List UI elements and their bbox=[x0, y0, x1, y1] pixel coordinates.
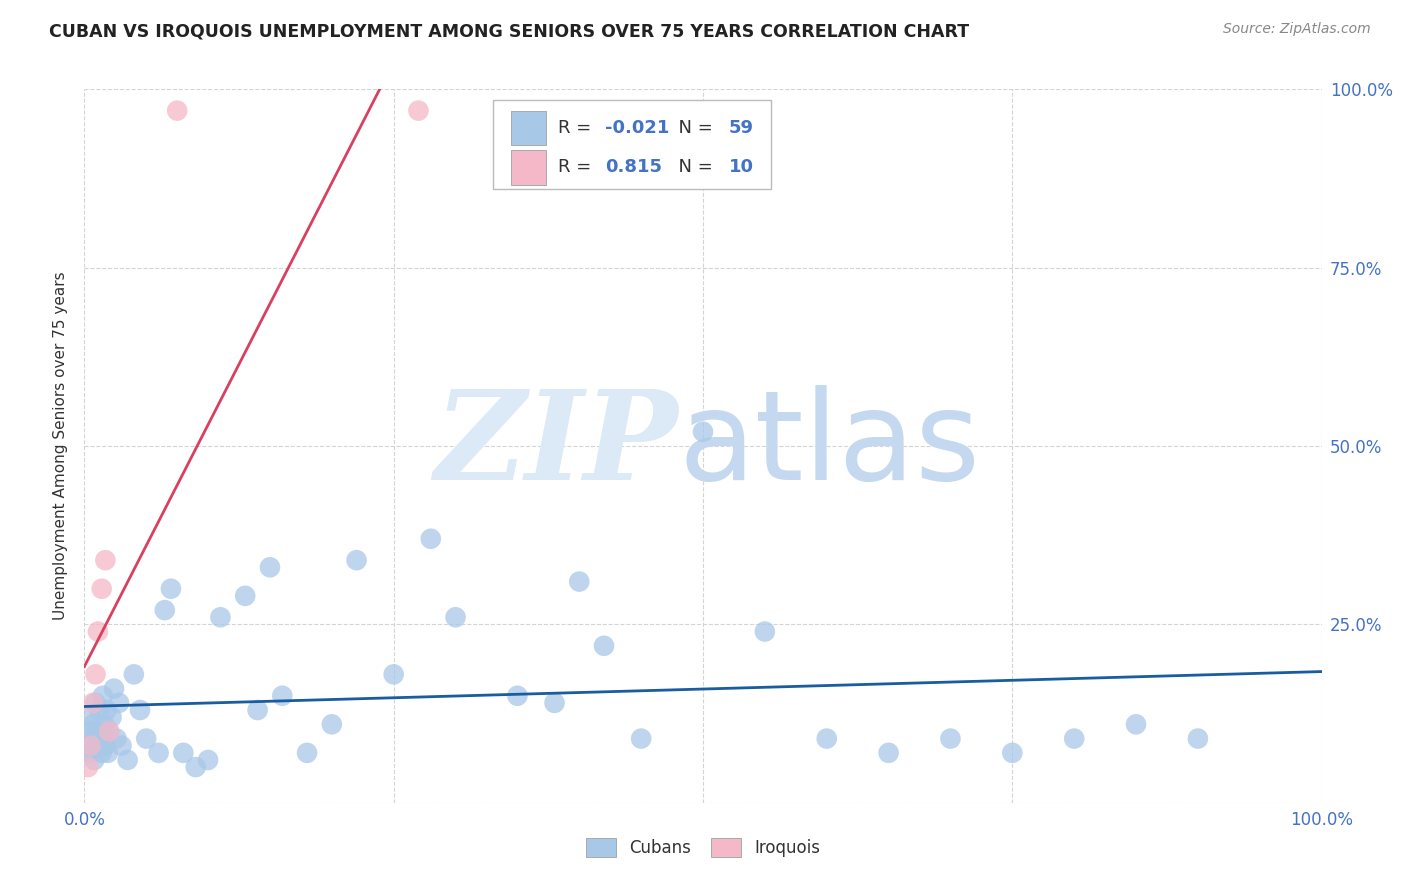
Text: ZIP: ZIP bbox=[434, 385, 678, 507]
Point bbox=[79, 746, 101, 760]
Text: -0.021: -0.021 bbox=[605, 120, 669, 137]
Point bbox=[153, 603, 176, 617]
Point bbox=[108, 696, 131, 710]
Point bbox=[98, 724, 121, 739]
Point bbox=[83, 753, 105, 767]
Point bbox=[209, 610, 232, 624]
Point bbox=[172, 746, 194, 760]
Point bbox=[1001, 746, 1024, 760]
Point bbox=[321, 717, 343, 731]
Point bbox=[98, 724, 121, 739]
Point bbox=[87, 624, 110, 639]
Point bbox=[271, 689, 294, 703]
Point bbox=[122, 667, 145, 681]
Point bbox=[815, 731, 838, 746]
Point bbox=[939, 731, 962, 746]
Point bbox=[197, 753, 219, 767]
Point bbox=[419, 532, 441, 546]
Point bbox=[259, 560, 281, 574]
Point bbox=[86, 724, 108, 739]
Point bbox=[184, 760, 207, 774]
Point bbox=[90, 746, 112, 760]
FancyBboxPatch shape bbox=[512, 151, 546, 185]
Text: CUBAN VS IROQUOIS UNEMPLOYMENT AMONG SENIORS OVER 75 YEARS CORRELATION CHART: CUBAN VS IROQUOIS UNEMPLOYMENT AMONG SEN… bbox=[49, 22, 969, 40]
Point bbox=[89, 731, 111, 746]
Text: 0.815: 0.815 bbox=[605, 159, 662, 177]
Point bbox=[754, 624, 776, 639]
Point bbox=[79, 710, 101, 724]
Point bbox=[84, 696, 107, 710]
Text: N =: N = bbox=[666, 159, 718, 177]
Point bbox=[408, 103, 430, 118]
Point bbox=[148, 746, 170, 760]
Point bbox=[96, 703, 118, 717]
Point bbox=[105, 731, 128, 746]
Point bbox=[82, 717, 104, 731]
Point bbox=[246, 703, 269, 717]
Point bbox=[129, 703, 152, 717]
Point bbox=[117, 753, 139, 767]
Point bbox=[877, 746, 900, 760]
Text: Source: ZipAtlas.com: Source: ZipAtlas.com bbox=[1223, 22, 1371, 37]
FancyBboxPatch shape bbox=[512, 111, 546, 145]
Point bbox=[77, 760, 100, 774]
Point bbox=[91, 689, 114, 703]
Point bbox=[444, 610, 467, 624]
Point bbox=[100, 710, 122, 724]
Point bbox=[94, 553, 117, 567]
Point bbox=[160, 582, 183, 596]
Point bbox=[82, 696, 104, 710]
Point bbox=[568, 574, 591, 589]
Point bbox=[593, 639, 616, 653]
Point bbox=[166, 103, 188, 118]
Point bbox=[630, 731, 652, 746]
Point bbox=[103, 681, 125, 696]
Text: R =: R = bbox=[558, 159, 598, 177]
Point bbox=[233, 589, 256, 603]
Text: N =: N = bbox=[666, 120, 718, 137]
Text: atlas: atlas bbox=[678, 385, 980, 507]
Point bbox=[110, 739, 132, 753]
Point bbox=[295, 746, 318, 760]
Point bbox=[1125, 717, 1147, 731]
Point bbox=[1187, 731, 1209, 746]
Point bbox=[79, 739, 101, 753]
Point bbox=[346, 553, 368, 567]
Legend: Cubans, Iroquois: Cubans, Iroquois bbox=[578, 830, 828, 866]
Point bbox=[382, 667, 405, 681]
Text: 59: 59 bbox=[728, 120, 754, 137]
Point bbox=[80, 731, 103, 746]
Point bbox=[84, 667, 107, 681]
Point bbox=[97, 746, 120, 760]
Text: R =: R = bbox=[558, 120, 598, 137]
Point bbox=[94, 739, 117, 753]
Point bbox=[135, 731, 157, 746]
Point bbox=[506, 689, 529, 703]
Point bbox=[87, 739, 110, 753]
Y-axis label: Unemployment Among Seniors over 75 years: Unemployment Among Seniors over 75 years bbox=[53, 272, 69, 620]
FancyBboxPatch shape bbox=[492, 100, 770, 189]
Point bbox=[76, 739, 98, 753]
Point bbox=[93, 717, 115, 731]
Point bbox=[77, 724, 100, 739]
Text: 10: 10 bbox=[728, 159, 754, 177]
Point bbox=[692, 425, 714, 439]
Point bbox=[1063, 731, 1085, 746]
Point bbox=[543, 696, 565, 710]
Point bbox=[89, 703, 111, 717]
Point bbox=[90, 582, 112, 596]
